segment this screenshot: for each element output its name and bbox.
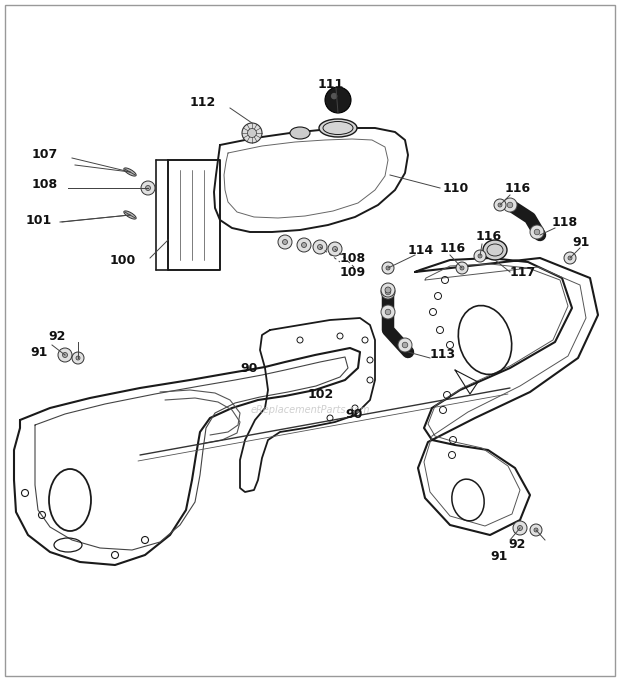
Ellipse shape [319,119,357,137]
Text: 117: 117 [510,266,536,279]
Text: eReplacementParts.com: eReplacementParts.com [250,405,370,415]
Circle shape [328,242,342,256]
Circle shape [325,87,351,113]
Text: 102: 102 [308,388,334,402]
Circle shape [478,254,482,258]
Text: 111: 111 [318,78,344,91]
Text: 116: 116 [476,230,502,244]
Text: 100: 100 [110,253,136,266]
Circle shape [534,229,540,235]
Text: 113: 113 [430,349,456,362]
Circle shape [283,240,288,244]
Circle shape [332,247,337,251]
Circle shape [331,93,337,99]
Circle shape [386,266,390,270]
Circle shape [385,289,391,295]
Text: 107: 107 [32,148,58,161]
Text: 118: 118 [552,215,578,229]
Text: 92: 92 [48,330,65,343]
Circle shape [382,262,394,274]
Circle shape [385,309,391,315]
Text: 90: 90 [345,409,362,422]
Text: 90: 90 [240,362,257,375]
Text: 116: 116 [505,182,531,195]
Text: 91: 91 [572,236,590,249]
Circle shape [507,202,513,208]
Circle shape [58,348,72,362]
Circle shape [278,235,292,249]
Circle shape [494,199,506,211]
Circle shape [297,238,311,252]
Circle shape [402,342,408,348]
Text: 91: 91 [30,345,47,358]
Text: 92: 92 [508,537,525,550]
Circle shape [474,250,486,262]
Circle shape [301,242,306,247]
Text: 91: 91 [490,550,507,563]
Circle shape [76,356,80,360]
Circle shape [513,521,527,535]
Circle shape [456,262,468,274]
Circle shape [534,528,538,532]
Circle shape [247,129,257,138]
Text: 108: 108 [340,251,366,264]
Circle shape [530,225,544,239]
Circle shape [317,244,322,249]
Text: 112: 112 [190,97,216,110]
Text: 101: 101 [26,214,52,227]
Text: 109: 109 [340,266,366,279]
Text: 108: 108 [32,178,58,191]
Circle shape [564,252,576,264]
Circle shape [146,185,151,191]
Circle shape [242,123,262,143]
Circle shape [398,338,412,352]
Circle shape [518,526,523,530]
Circle shape [381,285,395,299]
Ellipse shape [124,211,136,219]
Circle shape [63,353,68,358]
Circle shape [313,240,327,254]
Ellipse shape [290,127,310,139]
Ellipse shape [483,240,507,260]
Circle shape [460,266,464,270]
Text: 116: 116 [440,242,466,255]
Ellipse shape [124,168,136,176]
Circle shape [530,524,542,536]
Text: 114: 114 [408,244,434,257]
Circle shape [381,305,395,319]
Circle shape [72,352,84,364]
Circle shape [498,203,502,207]
Circle shape [141,181,155,195]
Text: 110: 110 [443,182,469,195]
Circle shape [568,256,572,260]
Circle shape [381,283,395,297]
Circle shape [385,287,391,293]
Circle shape [503,198,517,212]
